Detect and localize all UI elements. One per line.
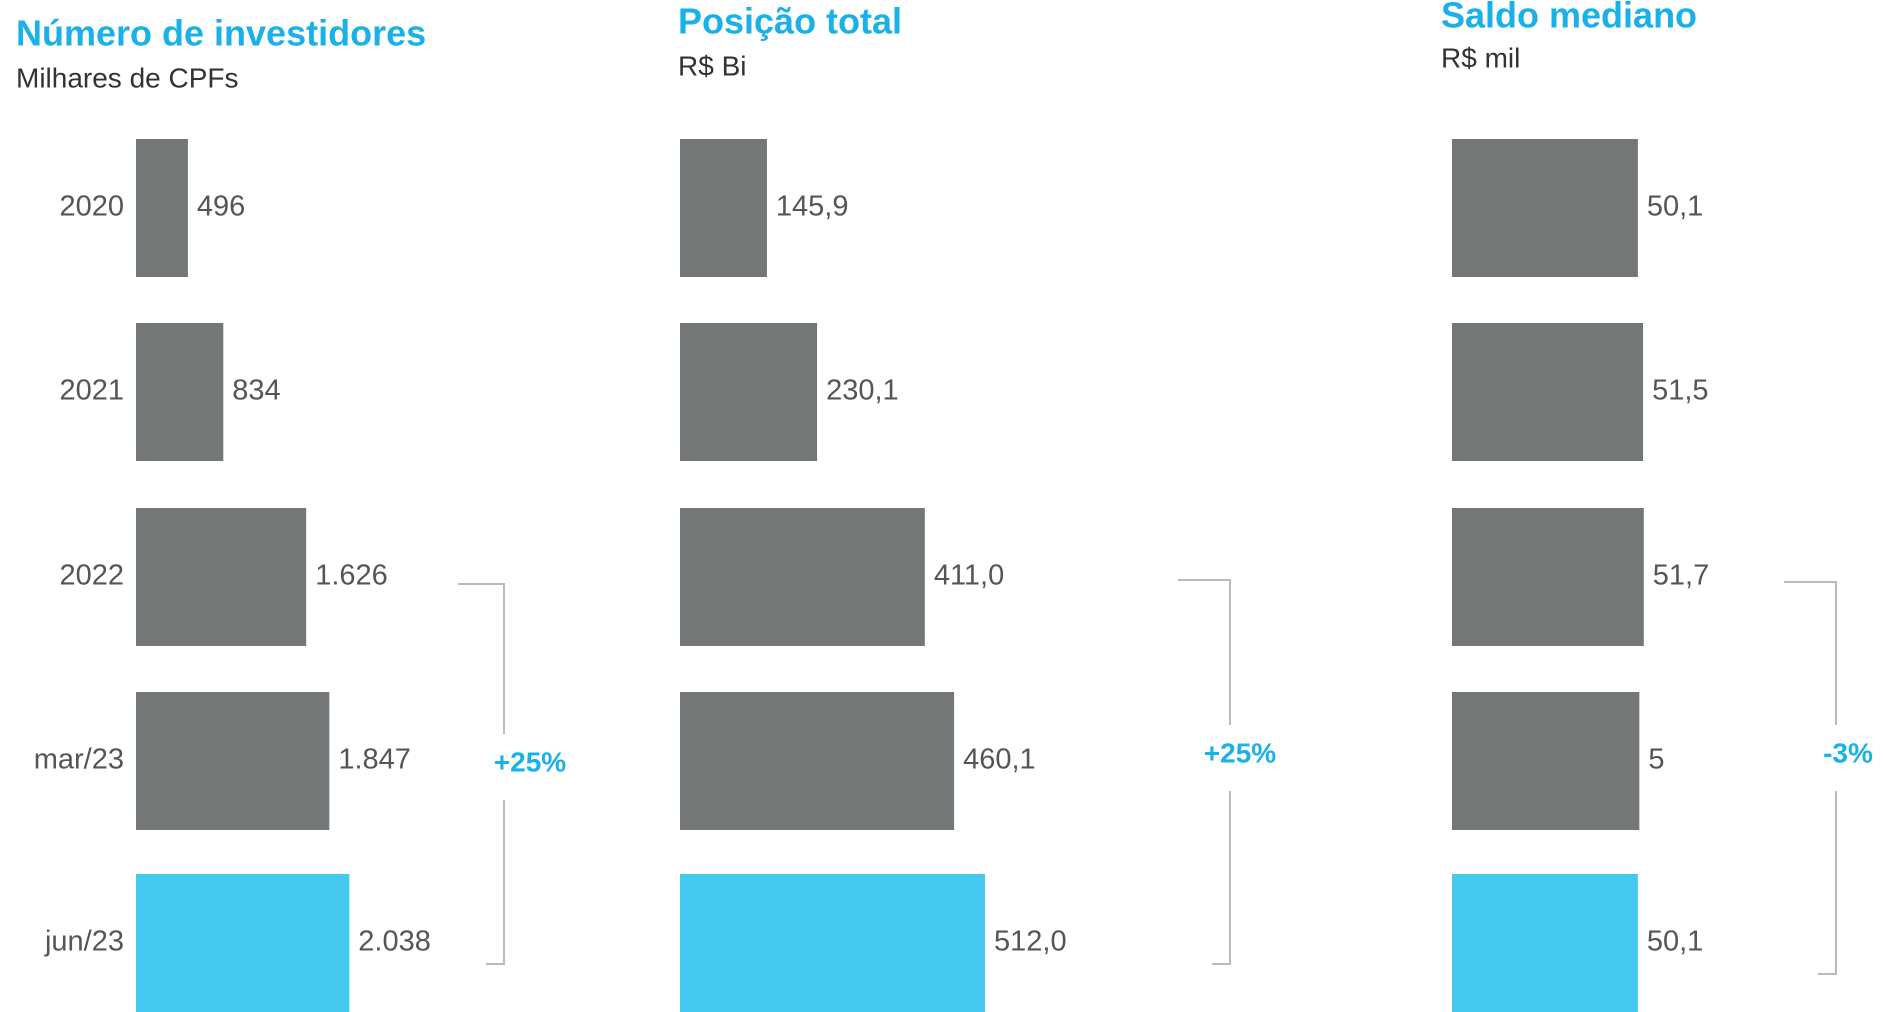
value-label: 2.038	[358, 926, 431, 958]
bar	[1452, 323, 1644, 461]
value-label: 50,1	[1647, 191, 1703, 223]
value-label: 411,0	[934, 560, 1004, 592]
change-annotation: +25%	[494, 746, 566, 777]
bracket	[1784, 581, 1837, 975]
value-label: 5	[1648, 744, 1664, 776]
bar	[136, 874, 350, 1012]
value-label: 51,5	[1652, 375, 1708, 407]
bar	[136, 508, 307, 646]
bar	[136, 323, 224, 461]
chart-subtitle: Milhares de CPFs	[16, 62, 239, 93]
value-label: 460,1	[963, 744, 1036, 776]
chart-title: Saldo mediano	[1441, 0, 1697, 36]
change-annotation: -3%	[1823, 737, 1873, 768]
chart-title: Número de investidores	[16, 13, 426, 54]
value-label: 51,7	[1653, 560, 1709, 592]
chart-subtitle: R$ Bi	[678, 50, 746, 81]
category-label: 2021	[59, 375, 124, 407]
bar	[680, 139, 767, 277]
value-label: 1.626	[315, 560, 388, 592]
value-label: 145,9	[776, 191, 849, 223]
value-label: 496	[197, 191, 245, 223]
bar	[136, 692, 330, 830]
bracket	[458, 583, 505, 965]
bar	[1452, 508, 1644, 646]
bar	[136, 139, 188, 277]
bar	[680, 323, 818, 461]
bar	[1452, 139, 1638, 277]
bar	[680, 508, 925, 646]
value-label: 834	[232, 375, 280, 407]
bar	[1452, 874, 1638, 1012]
change-annotation: +25%	[1204, 737, 1276, 768]
value-label: 230,1	[826, 375, 899, 407]
chart-subtitle: R$ mil	[1441, 42, 1520, 73]
value-label: 1.847	[338, 744, 411, 776]
value-label: 512,0	[994, 926, 1067, 958]
category-label: 2020	[59, 191, 124, 223]
bar	[680, 874, 986, 1012]
category-label: 2022	[59, 560, 124, 592]
value-label: 50,1	[1647, 926, 1703, 958]
chart-title: Posição total	[678, 1, 902, 42]
category-label: jun/23	[44, 926, 124, 958]
bar	[1452, 692, 1640, 830]
bracket	[1178, 579, 1231, 965]
bar	[680, 692, 955, 830]
category-label: mar/23	[34, 744, 124, 776]
